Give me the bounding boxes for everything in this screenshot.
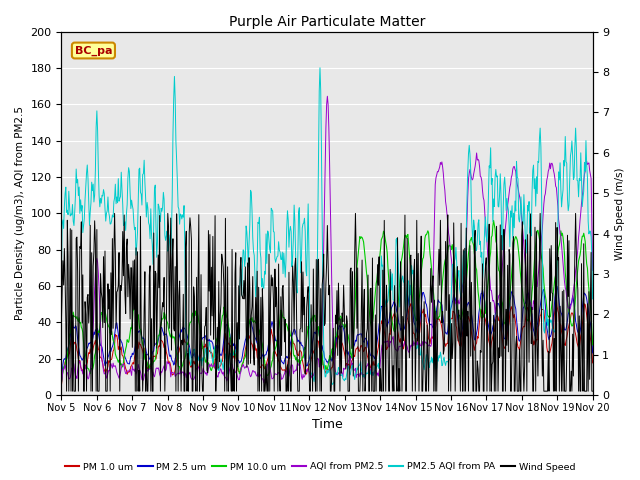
AQI from PM2.5 xyxy=(176,371,184,377)
PM 10.0 um xyxy=(67,320,75,325)
Y-axis label: Wind Speed (m/s): Wind Speed (m/s) xyxy=(615,167,625,260)
PM 2.5 um xyxy=(554,284,561,289)
PM2.5 AQI from PA xyxy=(589,296,596,302)
Legend: PM 1.0 um, PM 2.5 um, PM 10.0 um, AQI from PM2.5, PM2.5 AQI from PA, Wind Speed: PM 1.0 um, PM 2.5 um, PM 10.0 um, AQI fr… xyxy=(61,459,579,475)
Wind Speed xyxy=(111,211,118,216)
AQI from PM2.5 xyxy=(589,267,596,273)
Text: BC_pa: BC_pa xyxy=(75,46,112,56)
PM 2.5 um xyxy=(589,350,596,356)
PM 2.5 um xyxy=(407,288,415,293)
Title: Purple Air Particulate Matter: Purple Air Particulate Matter xyxy=(229,15,425,29)
PM2.5 AQI from PA xyxy=(67,211,75,217)
PM 10.0 um xyxy=(589,342,596,348)
PM2.5 AQI from PA xyxy=(176,221,184,227)
Wind Speed xyxy=(68,227,76,233)
PM2.5 AQI from PA xyxy=(316,65,324,71)
Wind Speed xyxy=(124,236,131,242)
PM 1.0 um xyxy=(67,337,75,343)
Wind Speed xyxy=(408,388,416,394)
Wind Speed xyxy=(177,388,185,394)
PM 2.5 um xyxy=(176,333,184,338)
PM 1.0 um xyxy=(392,313,399,319)
Line: PM2.5 AQI from PA: PM2.5 AQI from PA xyxy=(61,68,593,384)
PM 10.0 um xyxy=(122,346,129,352)
PM 1.0 um xyxy=(58,383,65,388)
Wind Speed xyxy=(205,288,213,294)
PM 10.0 um xyxy=(407,265,415,271)
PM 10.0 um xyxy=(176,364,184,370)
PM 10.0 um xyxy=(204,362,212,368)
AQI from PM2.5 xyxy=(392,347,400,352)
PM 2.5 um xyxy=(122,356,129,361)
Wind Speed xyxy=(589,388,596,394)
PM 2.5 um xyxy=(392,301,399,307)
PM2.5 AQI from PA xyxy=(122,228,129,233)
PM2.5 AQI from PA xyxy=(408,271,416,276)
X-axis label: Time: Time xyxy=(312,419,342,432)
PM 1.0 um xyxy=(176,346,184,351)
AQI from PM2.5 xyxy=(324,94,332,99)
Line: AQI from PM2.5: AQI from PM2.5 xyxy=(61,96,593,383)
AQI from PM2.5 xyxy=(204,370,212,375)
Line: Wind Speed: Wind Speed xyxy=(61,214,593,391)
AQI from PM2.5 xyxy=(67,371,75,376)
Wind Speed xyxy=(393,388,401,394)
PM2.5 AQI from PA xyxy=(329,382,337,387)
Wind Speed xyxy=(58,319,65,325)
PM 1.0 um xyxy=(122,366,129,372)
PM 10.0 um xyxy=(490,217,497,223)
PM2.5 AQI from PA xyxy=(204,358,212,363)
PM 10.0 um xyxy=(58,380,65,386)
PM 2.5 um xyxy=(58,381,65,386)
Line: PM 2.5 um: PM 2.5 um xyxy=(61,287,593,384)
PM 2.5 um xyxy=(67,327,75,333)
Line: PM 1.0 um: PM 1.0 um xyxy=(61,298,593,385)
PM 1.0 um xyxy=(589,360,596,366)
PM2.5 AQI from PA xyxy=(58,274,65,279)
Line: PM 10.0 um: PM 10.0 um xyxy=(61,220,593,383)
AQI from PM2.5 xyxy=(58,380,65,386)
Wind Speed xyxy=(63,388,70,394)
PM 1.0 um xyxy=(552,295,560,301)
AQI from PM2.5 xyxy=(408,343,415,349)
PM 1.0 um xyxy=(407,301,415,307)
PM 2.5 um xyxy=(204,338,212,344)
Y-axis label: Particle Density (ug/m3), AQI from PM2.5: Particle Density (ug/m3), AQI from PM2.5 xyxy=(15,107,25,320)
PM 10.0 um xyxy=(392,328,399,334)
PM2.5 AQI from PA xyxy=(393,235,401,241)
AQI from PM2.5 xyxy=(122,371,129,376)
PM 1.0 um xyxy=(204,345,212,350)
